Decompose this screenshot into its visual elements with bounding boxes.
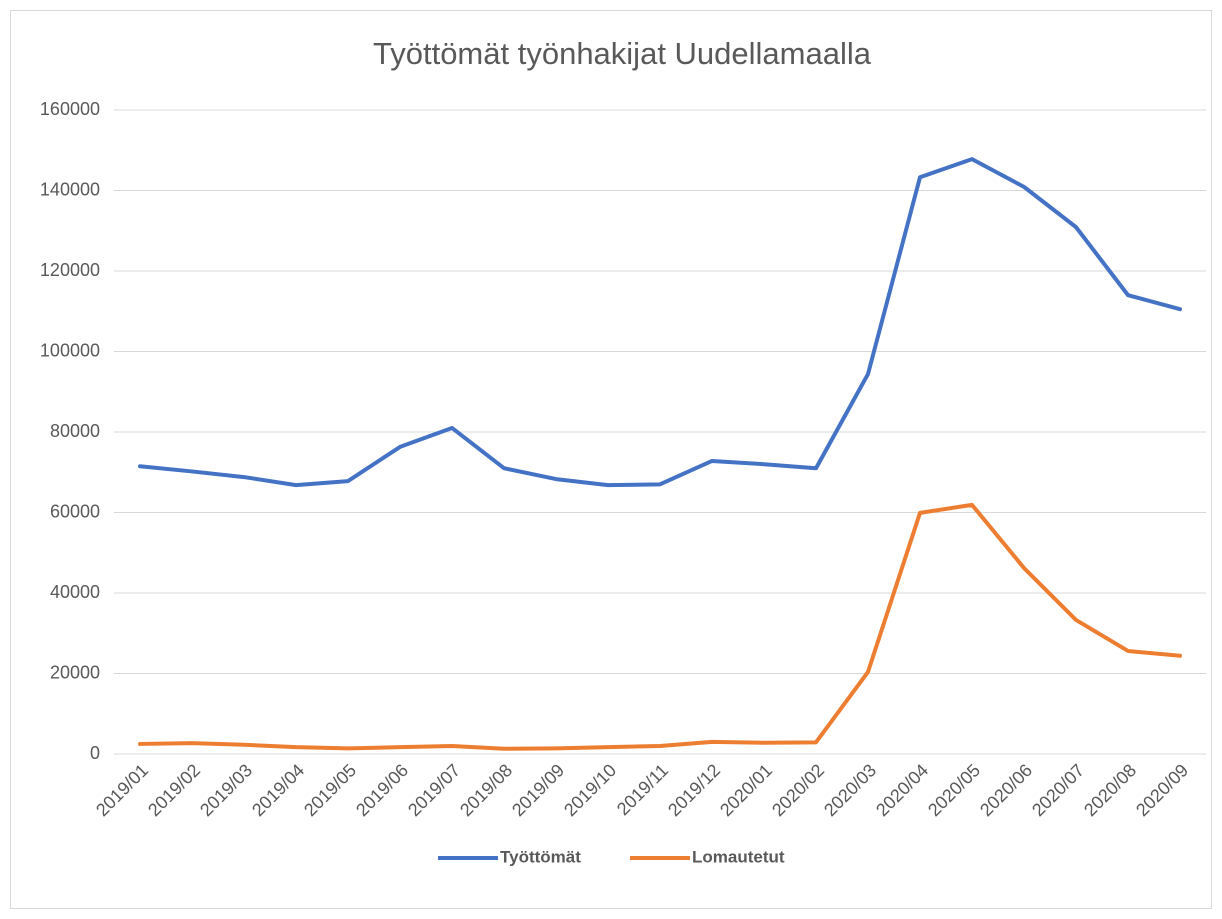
- y-tick-label: 20000: [50, 662, 100, 682]
- y-tick-label: 80000: [50, 421, 100, 441]
- series-line: [138, 157, 1182, 488]
- chart-title: Työttömät työnhakijat Uudellamaalla: [373, 36, 872, 71]
- y-tick-label: 140000: [40, 179, 100, 199]
- y-tick-label: 0: [90, 743, 100, 763]
- series-line: [138, 502, 1182, 751]
- y-tick-label: 40000: [50, 582, 100, 602]
- legend-label: Työttömät: [500, 847, 581, 866]
- y-tick-label: 100000: [40, 340, 100, 360]
- y-tick-label: 120000: [40, 260, 100, 280]
- y-tick-label: 60000: [50, 501, 100, 521]
- y-tick-label: 160000: [40, 99, 100, 119]
- chart-border: [10, 10, 1212, 909]
- legend-label: Lomautetut: [692, 847, 785, 866]
